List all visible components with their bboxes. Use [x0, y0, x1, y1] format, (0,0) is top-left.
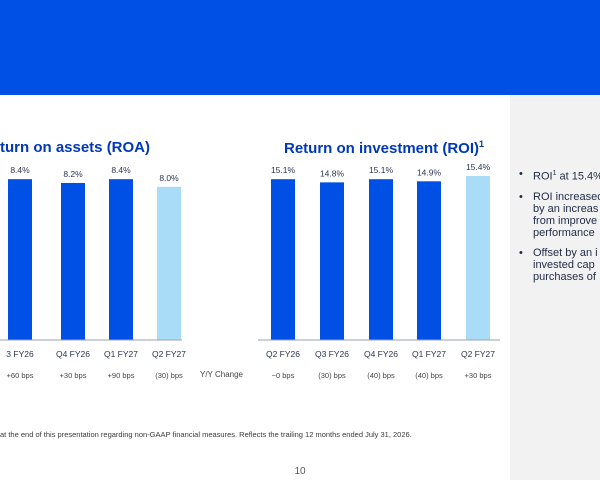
roa-bar-1 — [8, 179, 32, 340]
footnote: at the end of this presentation regardin… — [0, 430, 412, 439]
roi-category-label-3: Q4 FY26 — [364, 349, 398, 359]
roa-category-label-2: Q4 FY26 — [56, 349, 90, 359]
roa-value-label-2: 8.2% — [63, 169, 83, 179]
commentary-panel — [510, 95, 600, 480]
charts-canvas: 8.4% 3 FY26 +60 bps 8.2% Q4 FY26 +30 bps 8.4% Q… — [0, 162, 500, 380]
roi-category-label-2: Q3 FY26 — [315, 349, 349, 359]
roa-bar-4 — [157, 186, 181, 340]
roi-value-label-3: 15.1% — [369, 165, 394, 175]
roi-value-label-1: 15.1% — [271, 165, 296, 175]
roi-chart-title: Return on investment (ROI)1 — [284, 139, 485, 157]
yoy-change-label: Y/Y Change — [200, 370, 243, 379]
roi-category-label-1: Q2 FY26 — [266, 349, 300, 359]
roi-bar-3 — [369, 179, 393, 340]
roi-value-label-5: 15.4% — [466, 162, 491, 172]
roi-bar-5 — [466, 175, 490, 340]
roi-value-label-4: 14.9% — [417, 167, 442, 177]
roa-bar-3 — [109, 179, 133, 340]
roa-category-label-4: Q2 FY27 — [152, 349, 186, 359]
page-number: 10 — [294, 466, 306, 477]
roi-category-label-4: Q1 FY27 — [412, 349, 446, 359]
roi-yoy-5: +30 bps — [465, 371, 492, 380]
roa-category-label-1: 3 FY26 — [6, 349, 34, 359]
roa-value-label-1: 8.4% — [10, 165, 30, 175]
roa-value-label-4: 8.0% — [159, 173, 179, 183]
header-banner — [0, 0, 600, 95]
roa-bar-2 — [61, 182, 85, 340]
roa-value-label-3: 8.4% — [111, 165, 131, 175]
roa-yoy-4: (30) bps — [155, 371, 183, 380]
roi-bar-4 — [417, 181, 441, 340]
roi-yoy-1: ~0 bps — [272, 371, 295, 380]
roi-bar-1 — [271, 179, 295, 340]
roa-yoy-3: +90 bps — [108, 371, 135, 380]
roi-category-label-5: Q2 FY27 — [461, 349, 495, 359]
roi-value-label-2: 14.8% — [320, 168, 345, 178]
roi-yoy-2: (30) bps — [318, 371, 346, 380]
roi-yoy-4: (40) bps — [415, 371, 443, 380]
roa-yoy-1: +60 bps — [7, 371, 34, 380]
roa-yoy-2: +30 bps — [60, 371, 87, 380]
roi-bar-2 — [320, 182, 344, 340]
roi-yoy-3: (40) bps — [367, 371, 395, 380]
roa-category-label-3: Q1 FY27 — [104, 349, 138, 359]
roa-chart-title: turn on assets (ROA) — [0, 139, 151, 156]
bullet-roi: ROI1 at 15.4% — [519, 168, 600, 183]
